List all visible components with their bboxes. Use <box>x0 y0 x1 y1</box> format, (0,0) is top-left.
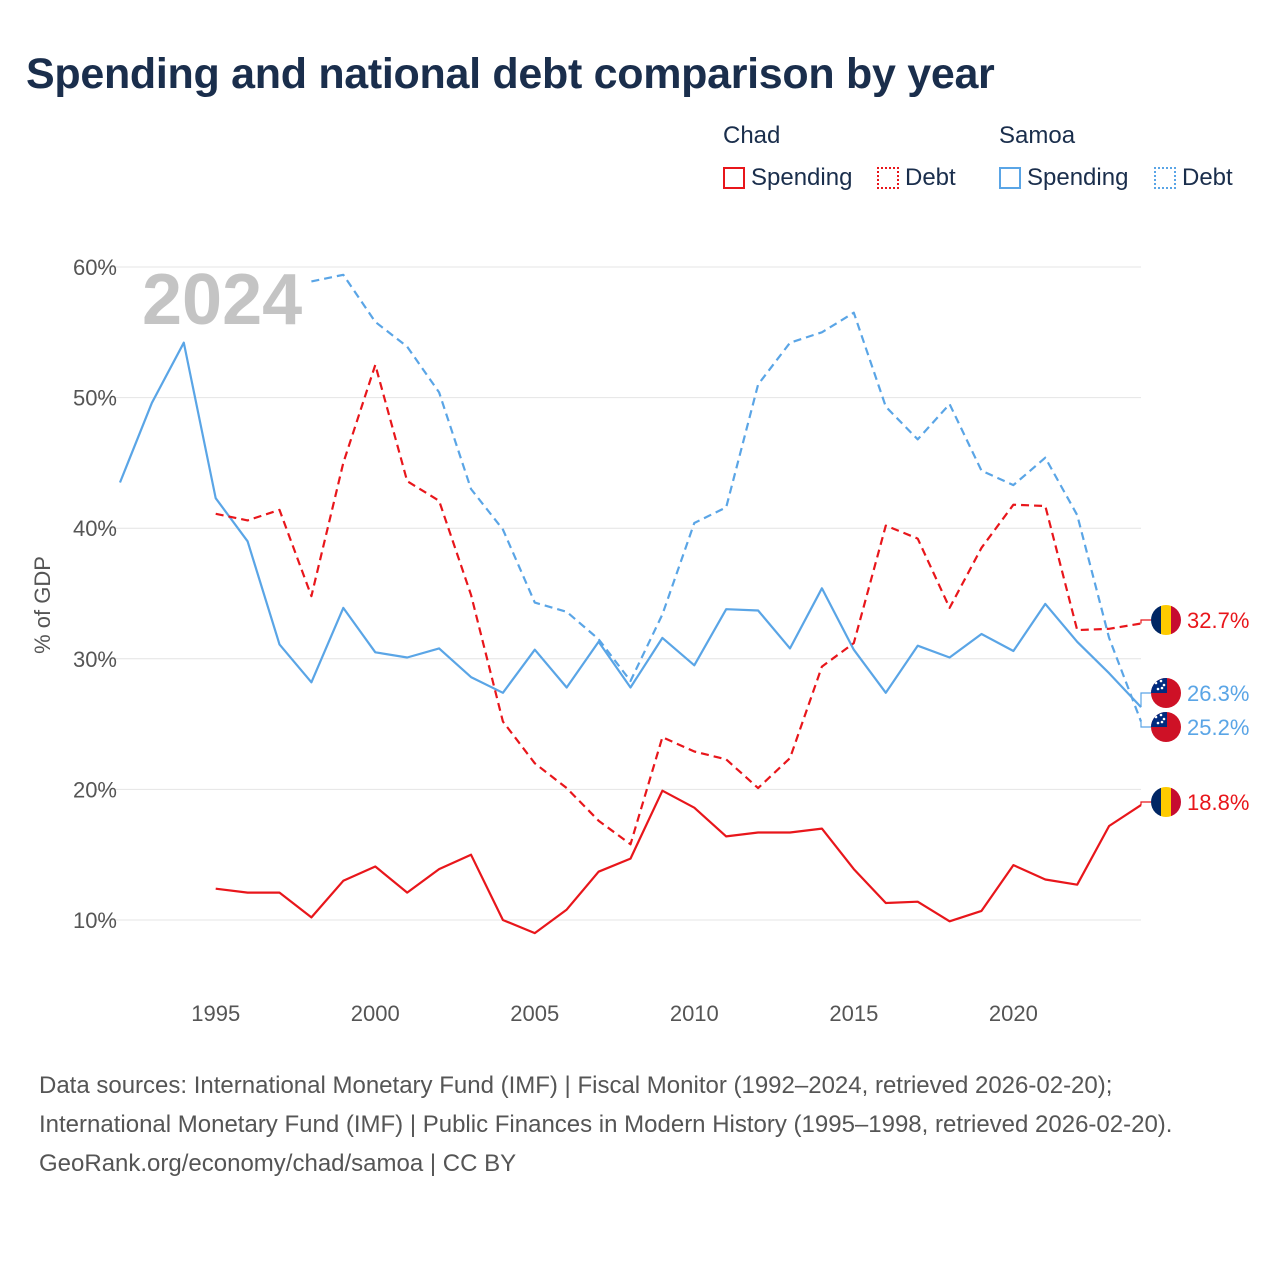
legend-chad-debt[interactable]: Debt <box>877 164 956 192</box>
x-tick-label-2015: 2015 <box>829 1001 878 1026</box>
legend-swatch-samoa-spending <box>999 167 1021 189</box>
leader-line-chad-spending <box>1140 801 1151 806</box>
x-tick-label-2010: 2010 <box>670 1001 719 1026</box>
legend-label-samoa-debt: Debt <box>1182 164 1233 191</box>
samoa-flag-icon <box>1151 678 1181 708</box>
end-value-chad-spending: 18.8% <box>1187 790 1249 815</box>
legend-samoa-spending[interactable]: Spending <box>999 164 1128 192</box>
end-value-chad-debt: 32.7% <box>1187 608 1249 633</box>
end-label-chad-spending: 18.8% <box>1140 787 1249 817</box>
legend-swatch-samoa-debt <box>1154 167 1176 189</box>
end-labels: 18.8% 32.7% 26.3% 25.2% <box>1140 605 1249 817</box>
credit-link[interactable]: GeoRank.org/economy/chad/samoa | CC BY <box>39 1150 517 1177</box>
end-value-samoa-debt: 25.2% <box>1187 715 1249 740</box>
leader-line-samoa-spending <box>1140 692 1151 708</box>
data-sources: Data sources: International Monetary Fun… <box>39 1072 1173 1138</box>
x-tick-label-2020: 2020 <box>989 1001 1038 1026</box>
series-line-chad-spending[interactable] <box>215 789 1142 935</box>
x-axis-ticks: 1995 2000 2005 2010 2015 2020 <box>191 1001 1038 1026</box>
legend-group-samoa: Samoa <box>999 122 1076 149</box>
series-line-samoa-debt[interactable] <box>311 273 1143 722</box>
y-tick-label-60: 60% <box>73 255 117 280</box>
y-tick-label-50: 50% <box>73 386 117 411</box>
legend-group-chad: Chad <box>723 122 781 149</box>
series-line-samoa-spending[interactable] <box>118 341 1142 708</box>
legend-swatch-chad-spending <box>723 167 745 189</box>
leader-line-chad-debt <box>1140 619 1151 624</box>
legend-chad-spending[interactable]: Spending <box>723 164 852 192</box>
end-label-chad-debt: 32.7% <box>1140 605 1249 635</box>
y-axis-ticks: 10% 20% 30% 40% 50% 60% <box>73 255 117 933</box>
leader-line-samoa-debt <box>1140 721 1151 728</box>
legend-samoa-debt[interactable]: Debt <box>1154 164 1233 192</box>
chart-title: Spending and national debt comparison by… <box>26 50 995 98</box>
y-tick-label-20: 20% <box>73 777 117 802</box>
x-tick-label-2005: 2005 <box>510 1001 559 1026</box>
legend-label-chad-spending: Spending <box>751 164 853 191</box>
y-tick-label-30: 30% <box>73 647 117 672</box>
y-tick-label-10: 10% <box>73 908 117 933</box>
legend-swatch-chad-debt <box>877 167 899 189</box>
end-label-samoa-debt: 25.2% <box>1140 712 1249 742</box>
grid-lines <box>96 266 1141 921</box>
footer: Data sources: International Monetary Fun… <box>39 1066 1239 1183</box>
y-axis-label: % of GDP <box>30 556 55 654</box>
y-tick-label-40: 40% <box>73 516 117 541</box>
x-tick-label-1995: 1995 <box>191 1001 240 1026</box>
series-lines <box>118 273 1143 935</box>
line-chart: 10% 20% 30% 40% 50% 60% 1995 2000 2005 2010 2015 2… <box>30 255 1249 1026</box>
year-watermark: 2024 <box>142 260 302 340</box>
chad-flag-icon <box>1151 787 1181 817</box>
chad-flag-icon <box>1151 605 1181 635</box>
legend-label-chad-debt: Debt <box>905 164 956 191</box>
end-value-samoa-spending: 26.3% <box>1187 681 1249 706</box>
end-label-samoa-spending: 26.3% <box>1140 678 1249 708</box>
series-line-chad-debt[interactable] <box>215 363 1142 846</box>
legend-label-samoa-spending: Spending <box>1027 164 1129 191</box>
samoa-flag-icon <box>1151 712 1181 742</box>
x-tick-label-2000: 2000 <box>351 1001 400 1026</box>
